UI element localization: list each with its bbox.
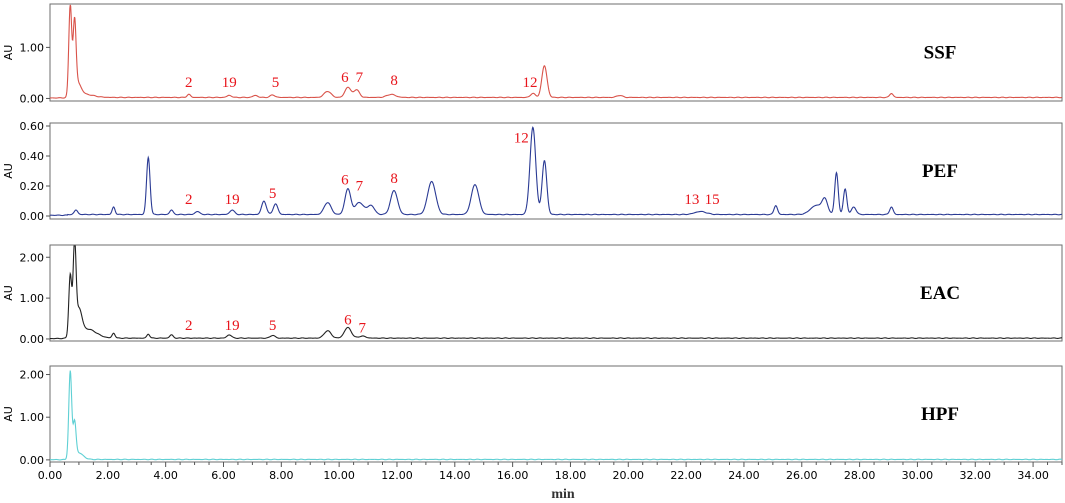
x-tick-label: 2.00 (96, 469, 121, 482)
y-tick-label: 1.00 (20, 411, 45, 424)
panel-frame (49, 365, 1063, 463)
panel-title: EAC (920, 283, 960, 304)
panel-title: SSF (924, 43, 957, 64)
y-tick-label: 2.00 (20, 251, 45, 264)
series-line-eac (49, 245, 1063, 340)
x-tick-label: 10.00 (323, 469, 355, 482)
x-tick-label: 4.00 (153, 469, 178, 482)
peak-label: 19 (225, 318, 240, 334)
peak-label: 6 (341, 70, 349, 86)
peak-label: 7 (359, 320, 367, 336)
panel-pef: 0.00 0.20 0.40 0.60 AU PEF 2 19 5 6 7 8 12 13 15 (2, 120, 1063, 223)
peak-label: 19 (222, 75, 237, 91)
x-tick-label: 32.00 (960, 469, 992, 482)
panel-frame (49, 3, 1063, 102)
x-tick-label: 20.00 (613, 469, 645, 482)
series-line-ssf (49, 4, 1063, 99)
peak-label: 2 (185, 75, 193, 91)
panel-title: HPF (921, 404, 959, 425)
x-tick-label: 24.00 (728, 469, 760, 482)
y-tick-label: 0.40 (20, 150, 45, 163)
panel-title: PEF (922, 161, 958, 182)
peak-label: 15 (705, 192, 720, 208)
peak-label: 7 (356, 70, 364, 86)
panel-frame (49, 122, 1063, 220)
x-axis: 0.00 2.00 4.00 6.00 8.00 10.00 12.00 14.00 16.00… (38, 462, 1063, 482)
peak-label: 2 (185, 192, 193, 208)
peak-label: 5 (269, 186, 277, 202)
peak-label: 5 (272, 75, 280, 91)
peak-label: 19 (225, 192, 240, 208)
series-line-hpf (49, 370, 1063, 461)
y-tick-label: 0.20 (20, 180, 45, 193)
x-tick-label: 30.00 (902, 469, 934, 482)
x-tick-label: 6.00 (211, 469, 236, 482)
y-tick-label: 2.00 (20, 369, 45, 382)
y-tick-label: 0.00 (20, 333, 45, 346)
panel-frame (49, 244, 1063, 342)
x-axis-label: min (551, 487, 575, 502)
y-axis-label: AU (2, 45, 15, 61)
peak-label: 8 (390, 73, 398, 89)
x-tick-label: 14.00 (439, 469, 471, 482)
y-tick-label: 0.60 (20, 120, 45, 133)
series-line-pef (49, 126, 1063, 217)
x-tick-label: 0.00 (38, 469, 63, 482)
y-tick-label: 0.00 (20, 210, 45, 223)
y-tick-label: 0.00 (20, 454, 45, 467)
peak-label: 13 (684, 192, 699, 208)
x-tick-label: 34.00 (1017, 469, 1049, 482)
y-tick-label: 0.00 (20, 92, 45, 105)
peak-label: 12 (514, 131, 529, 147)
x-tick-label: 16.00 (497, 469, 529, 482)
y-tick-label: 1.00 (20, 41, 45, 54)
peak-label: 6 (344, 312, 352, 328)
y-tick-label: 1.00 (20, 292, 45, 305)
peak-label: 2 (185, 318, 193, 334)
x-tick-label: 18.00 (555, 469, 587, 482)
x-tick-label: 8.00 (269, 469, 294, 482)
x-tick-label: 12.00 (381, 469, 413, 482)
panel-ssf: 0.00 1.00 AU SSF 2 19 5 6 7 8 12 (2, 3, 1063, 105)
peak-label: 8 (390, 171, 398, 187)
y-axis-label: AU (2, 163, 15, 179)
y-axis-label: AU (2, 285, 15, 301)
peak-label: 5 (269, 318, 277, 334)
panel-hpf: 0.00 1.00 2.00 AU HPF (2, 365, 1063, 467)
x-tick-label: 22.00 (670, 469, 702, 482)
peak-label: 6 (341, 173, 349, 189)
x-tick-label: 26.00 (786, 469, 818, 482)
panel-eac: 0.00 1.00 2.00 AU EAC 2 19 5 67 (2, 244, 1063, 346)
x-tick-label: 28.00 (844, 469, 876, 482)
peak-label: 12 (522, 75, 537, 91)
peak-label: 7 (356, 179, 364, 195)
y-axis-label: AU (2, 406, 15, 422)
